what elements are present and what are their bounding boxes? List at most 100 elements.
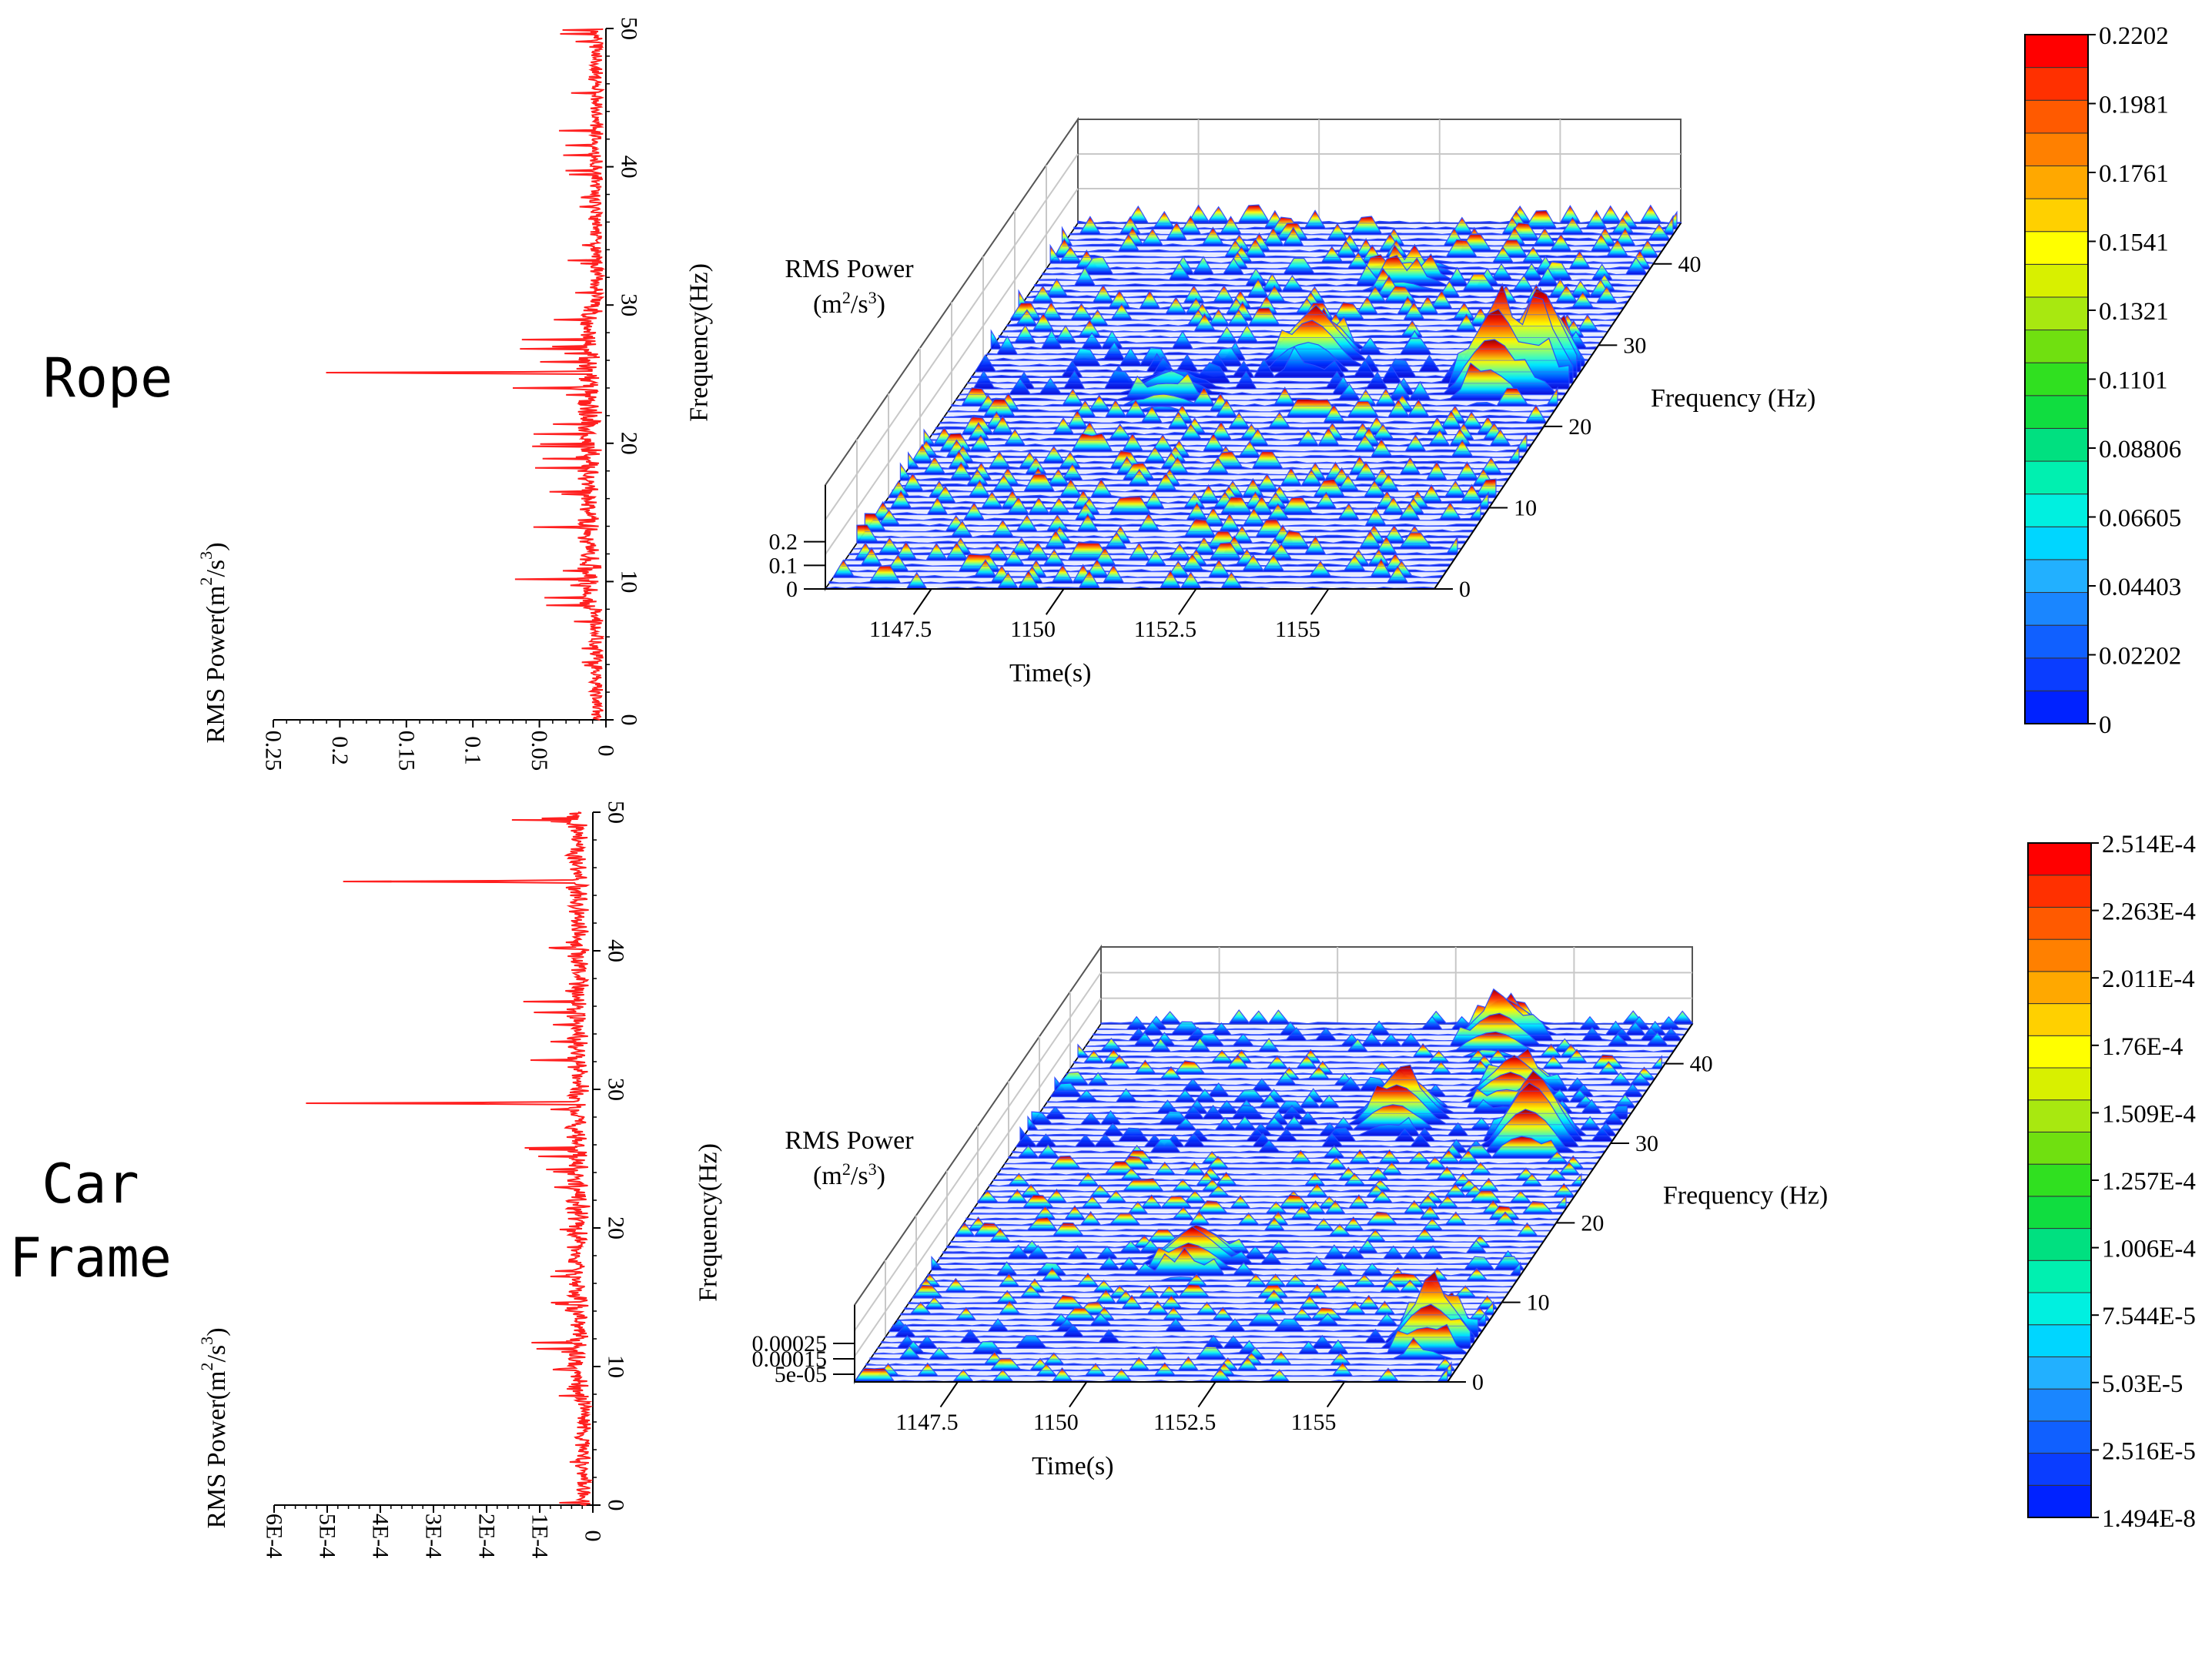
spectrum-power-tick-label: 4E-4 bbox=[368, 1514, 393, 1558]
surface-freq-tick-label: 20 bbox=[1581, 1210, 1604, 1236]
surface-strip bbox=[1004, 1149, 1598, 1165]
spectrum-power-tick-label: 0.15 bbox=[393, 731, 419, 771]
surface-strip bbox=[1022, 283, 1628, 304]
colorbar-swatch bbox=[2027, 1099, 2092, 1132]
surface-power-tick-label: 0.00015 bbox=[752, 1347, 828, 1372]
colorbar-swatch bbox=[2027, 971, 2092, 1005]
surface-strip bbox=[1012, 1109, 1605, 1153]
colorbar-tick-label: 2.011E-4 bbox=[2102, 965, 2195, 993]
surface-time-tick-label: 1152.5 bbox=[1153, 1410, 1216, 1435]
colorbar-tick-label: 0.06605 bbox=[2099, 505, 2181, 533]
surface-strip bbox=[954, 1222, 1548, 1237]
colorbar-swatch bbox=[2024, 395, 2089, 429]
surface-strip bbox=[950, 1227, 1544, 1243]
colorbar-car-frame: 1.494E-8 2.516E-5 5.03E-5 7.544E-5 1.006E-4 1… bbox=[2027, 831, 2196, 1533]
colorbar-swatch bbox=[2024, 198, 2089, 233]
surface-time-tick-label: 1150 bbox=[1033, 1410, 1079, 1435]
surface-strip bbox=[1042, 243, 1647, 276]
colorbar-swatch bbox=[2024, 657, 2089, 691]
surface-power-axis-unit: (m2/s3) bbox=[813, 288, 885, 319]
surface-side-gridline bbox=[854, 972, 1102, 1331]
surface-strip bbox=[865, 1350, 1460, 1366]
colorbar-swatch bbox=[2024, 526, 2089, 560]
spectrum-power-tick-label: 0.25 bbox=[261, 731, 286, 771]
spectrum-chart-rope: 0 10 20 30 40 50 0.25 0.2 0.15 0.1 0.05 0 RMS Power(… bbox=[196, 17, 642, 771]
colorbar-tick-label: 0.2202 bbox=[2099, 22, 2169, 50]
spectrum-freq-tick-label: 10 bbox=[604, 1355, 629, 1378]
surface-strip bbox=[951, 386, 1558, 407]
spectrum-power-axis-label: RMS Power(m2/s3) bbox=[196, 542, 230, 743]
spectrum-chart-car-frame: 0 10 20 30 40 50 6E-4 5E-4 4E-4 3E-4 2E-4 1E-4 0 RMS … bbox=[197, 801, 629, 1558]
colorbar-tick-label: 0.1761 bbox=[2099, 160, 2169, 188]
surface-time-tick bbox=[1197, 1381, 1216, 1408]
colorbar-tick-label: 5.03E-5 bbox=[2102, 1370, 2183, 1398]
surface-freq-axis-label: Frequency (Hz) bbox=[1663, 1181, 1828, 1209]
spectrum-power-tick-label: 0.2 bbox=[327, 736, 353, 765]
surface-side-gridline bbox=[825, 153, 1079, 520]
colorbar-swatch bbox=[2024, 592, 2089, 626]
surface-strip bbox=[935, 1226, 1528, 1266]
colorbar-swatch bbox=[2027, 1356, 2092, 1390]
surface-side-gridline bbox=[854, 998, 1102, 1357]
colorbar-swatch bbox=[2027, 875, 2092, 908]
surface-strip bbox=[1085, 1012, 1678, 1047]
colorbar-swatch bbox=[2027, 1228, 2092, 1261]
spectrum-power-tick-label: 0 bbox=[581, 1531, 606, 1542]
colorbar-swatch bbox=[2027, 1420, 2092, 1454]
colorbar-tick-label: 0.02202 bbox=[2099, 643, 2181, 671]
spectrum-power-tick-label: 3E-4 bbox=[421, 1514, 447, 1558]
colorbar-swatch bbox=[2027, 1260, 2092, 1293]
surface-strip bbox=[1073, 1049, 1666, 1064]
surface-power-tick-label: 0.00025 bbox=[752, 1331, 828, 1357]
colorbar-tick-label: 1.509E-4 bbox=[2102, 1100, 2196, 1128]
surface-time-tick-label: 1155 bbox=[1275, 617, 1320, 642]
spectrum-trace bbox=[306, 811, 594, 1506]
colorbar-tick-label: 1.257E-4 bbox=[2102, 1168, 2196, 1196]
colorbar-swatch bbox=[2027, 938, 2092, 972]
colorbar-swatch bbox=[2027, 1196, 2092, 1229]
colorbar-tick-label: 0.1321 bbox=[2099, 298, 2169, 326]
spectrum-power-tick-label: 0.05 bbox=[527, 731, 552, 771]
spectrum-freq-tick-label: 0 bbox=[617, 714, 642, 726]
colorbar-tick-label: 0.1541 bbox=[2099, 229, 2169, 257]
colorbar-swatch bbox=[2027, 1131, 2092, 1165]
surface-strip bbox=[1089, 988, 1682, 1042]
spectrum-power-tick-label: 6E-4 bbox=[262, 1514, 287, 1558]
spectrum-freq-tick-label: 50 bbox=[604, 801, 629, 824]
colorbar-swatch bbox=[2024, 493, 2089, 527]
colorbar-swatch bbox=[2024, 99, 2089, 134]
surface-freq-axis bbox=[1447, 1023, 1693, 1383]
spectrum-freq-tick-label: 50 bbox=[617, 17, 642, 40]
surface-power-axis-unit: (m2/s3) bbox=[813, 1159, 885, 1191]
colorbar-tick-label: 2.514E-4 bbox=[2102, 831, 2196, 858]
colorbar-tick-label: 0.08806 bbox=[2099, 436, 2181, 463]
spectrum-freq-tick-label: 10 bbox=[617, 570, 642, 593]
colorbar-swatch bbox=[2027, 1003, 2092, 1036]
colorbar-swatch bbox=[2024, 165, 2089, 199]
surface-time-tick bbox=[912, 588, 932, 615]
colorbar-swatch bbox=[2027, 1484, 2092, 1518]
surface-strip bbox=[872, 500, 1481, 521]
surface-side-freq-label: Frequency(Hz) bbox=[694, 1143, 723, 1302]
surface-power-axis-label: RMS Power bbox=[785, 1126, 914, 1155]
panel-label-car-frame: Car Frame bbox=[9, 1153, 172, 1290]
spectrum-freq-tick-label: 40 bbox=[617, 156, 642, 179]
colorbar-swatch bbox=[2024, 132, 2089, 166]
colorbar-tick-label: 2.263E-4 bbox=[2102, 898, 2196, 926]
surface-power-tick-label: 0.2 bbox=[769, 530, 798, 555]
colorbar-swatch bbox=[2024, 690, 2089, 724]
surface-time-tick bbox=[1310, 588, 1330, 615]
surface-strip bbox=[989, 1171, 1582, 1187]
colorbar-swatch bbox=[2024, 231, 2089, 265]
colorbar-tick-label: 0.04403 bbox=[2099, 574, 2181, 601]
spectrum-power-tick-label: 2E-4 bbox=[474, 1514, 500, 1558]
surface-power-tick-label: 5e-05 bbox=[775, 1362, 827, 1387]
colorbar-tick-label: 1.006E-4 bbox=[2102, 1236, 2196, 1263]
surface-strip bbox=[1081, 1031, 1674, 1052]
surface-freq-tick-label: 30 bbox=[1635, 1131, 1658, 1156]
spectrum-freq-tick-label: 20 bbox=[604, 1216, 629, 1239]
surface-strip bbox=[1077, 204, 1682, 224]
spectrum-power-axis-label: RMS Power(m2/s3) bbox=[197, 1327, 231, 1528]
surface-freq-tick-label: 40 bbox=[1690, 1052, 1713, 1077]
